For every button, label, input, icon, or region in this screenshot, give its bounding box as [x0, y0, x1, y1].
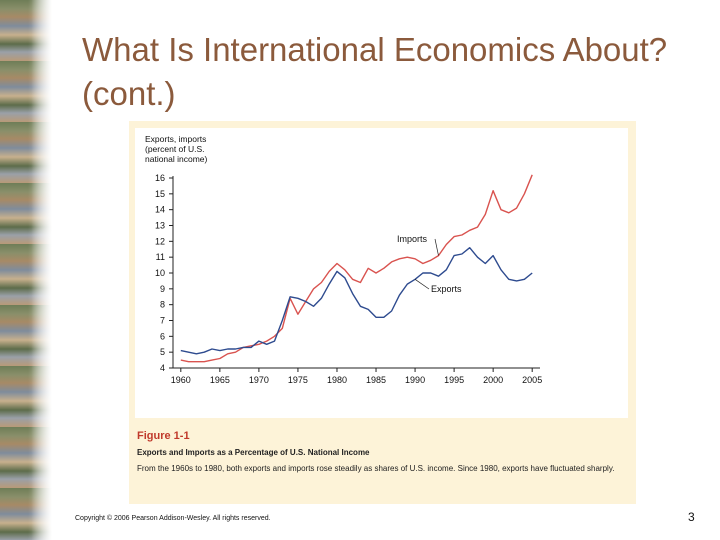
y-tick-label: 7 [160, 316, 165, 326]
y-tick-label: 12 [155, 236, 165, 246]
figure-description: From the 1960s to 1980, both exports and… [137, 464, 615, 473]
x-tick-label: 1985 [366, 375, 386, 385]
figure-title: Exports and Imports as a Percentage of U… [137, 448, 370, 457]
y-axis-label-line: (percent of U.S. [145, 144, 205, 154]
y-tick-label: 15 [155, 189, 165, 199]
chart-area: Exports, imports (percent of U.S. national… [135, 128, 628, 418]
x-tick-label: 1975 [288, 375, 308, 385]
series-label-imports: Imports [397, 234, 428, 244]
x-tick-label: 2000 [483, 375, 503, 385]
y-tick-label: 4 [160, 363, 165, 373]
y-tick-label: 8 [160, 300, 165, 310]
series-labels: Imports Exports [397, 234, 462, 294]
decorative-fade [28, 0, 68, 540]
x-tick-label: 1960 [171, 375, 191, 385]
x-tick-label: 2005 [522, 375, 542, 385]
y-axis-label: Exports, imports(percent of U.S.national… [145, 134, 208, 164]
series-leader-imports [434, 238, 439, 256]
series-leader-exports [414, 279, 430, 290]
y-tick-label: 6 [160, 331, 165, 341]
y-axis-label-line: national income) [145, 154, 208, 164]
x-tick-label: 1995 [444, 375, 464, 385]
page-number: 3 [688, 510, 695, 524]
y-tick-label: 10 [155, 268, 165, 278]
y-tick-label: 13 [155, 221, 165, 231]
series-line-imports [180, 174, 533, 363]
y-tick-label: 9 [160, 284, 165, 294]
chart: Exports, imports(percent of U.S.national… [145, 134, 542, 385]
figure-caption: Figure 1-1 Exports and Imports as a Perc… [137, 430, 629, 474]
y-axis-label-line: Exports, imports [145, 134, 206, 144]
x-tick-label: 1980 [327, 375, 347, 385]
series-lines [180, 174, 533, 363]
x-tick-label: 1990 [405, 375, 425, 385]
y-tick-label: 14 [155, 205, 165, 215]
slide-title: What Is International Economics About? (… [82, 31, 668, 112]
copyright-notice: Copyright © 2006 Pearson Addison-Wesley.… [75, 515, 271, 522]
series-line-exports [180, 247, 533, 355]
x-tick-label: 1965 [210, 375, 230, 385]
figure-number: Figure 1-1 [137, 430, 190, 442]
series-label-exports: Exports [431, 284, 462, 294]
y-tick-label: 11 [156, 252, 165, 262]
axes: 4 5 6 7 8 9 10 11 12 13 14 15 16 1960 1965 1970 1975 1980… [155, 173, 542, 385]
x-tick-label: 1970 [249, 375, 269, 385]
y-tick-label: 5 [160, 347, 165, 357]
y-tick-label: 16 [155, 173, 165, 183]
